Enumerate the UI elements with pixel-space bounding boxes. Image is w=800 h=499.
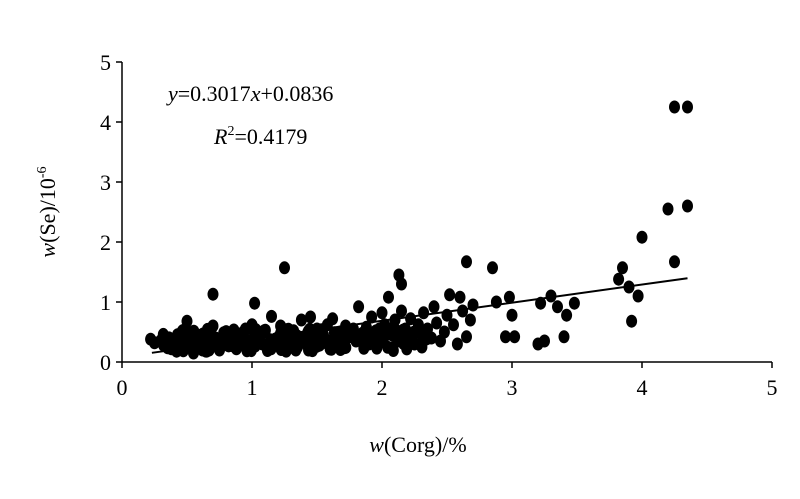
data-point <box>272 338 284 352</box>
data-point <box>490 295 502 309</box>
data-point <box>389 313 401 327</box>
equation-const: +0.0836 <box>260 81 333 106</box>
data-point <box>262 343 274 357</box>
data-point <box>292 340 303 354</box>
x-tick-label: 4 <box>637 375 648 400</box>
data-point <box>454 290 466 304</box>
y-ticks: 0 1 2 3 4 5 <box>100 50 122 375</box>
data-point <box>632 289 644 303</box>
x-tick-label: 1 <box>247 375 258 400</box>
data-point <box>461 330 472 344</box>
data-point <box>568 296 580 310</box>
data-point <box>539 334 550 348</box>
r-squared-annotation: R2=0.4179 <box>213 124 307 149</box>
y-tick-label: 2 <box>100 230 111 255</box>
data-point <box>438 325 450 339</box>
data-point <box>503 290 515 304</box>
r-squared-r: R <box>213 124 228 149</box>
equation-coef: =0.3017 <box>178 81 251 106</box>
x-axis-label: w(Corg)/% <box>369 432 466 457</box>
data-point <box>662 202 674 216</box>
data-point <box>376 332 388 346</box>
data-point <box>428 300 440 314</box>
data-point <box>509 330 521 344</box>
r-squared-value: =0.4179 <box>234 124 307 149</box>
data-point <box>396 304 407 318</box>
equation-x: x <box>250 81 261 106</box>
data-point <box>506 308 518 322</box>
y-axis-label: w(Se)/10-6 <box>35 166 60 257</box>
y-axis-label-rest: (Se)/10 <box>35 178 60 243</box>
data-point <box>207 287 219 301</box>
data-point <box>558 330 570 344</box>
data-point <box>457 304 469 318</box>
data-point <box>617 261 628 275</box>
x-axis-label-italic: w <box>369 432 384 457</box>
data-points <box>145 100 693 360</box>
equation-annotation: y=0.3017x+0.0836 <box>166 81 333 106</box>
trendline <box>151 277 688 354</box>
y-tick-label: 0 <box>100 350 111 375</box>
data-point <box>431 316 443 330</box>
data-point <box>552 300 563 314</box>
x-tick-label: 2 <box>377 375 388 400</box>
x-axis-label-rest: (Corg)/% <box>384 432 467 457</box>
data-point <box>275 319 287 333</box>
data-point <box>295 313 307 327</box>
data-point <box>487 261 498 275</box>
data-point <box>353 300 365 314</box>
x-tick-label: 0 <box>117 375 128 400</box>
data-point <box>613 272 625 286</box>
data-point <box>396 277 407 291</box>
data-point <box>448 318 459 332</box>
data-point <box>171 344 183 358</box>
data-point <box>279 261 290 275</box>
y-tick-label: 5 <box>100 50 111 75</box>
data-point <box>461 255 472 269</box>
data-point <box>387 344 399 358</box>
data-point <box>383 290 394 304</box>
y-tick-label: 4 <box>100 110 111 135</box>
data-point <box>246 340 258 354</box>
data-point <box>545 289 557 303</box>
data-point <box>376 306 388 320</box>
data-point <box>366 310 378 324</box>
data-point <box>409 337 420 351</box>
data-point <box>561 308 573 322</box>
data-point <box>425 331 437 345</box>
data-point <box>288 324 300 338</box>
x-ticks: 0 1 2 3 4 5 <box>117 362 778 400</box>
data-point <box>327 312 339 326</box>
data-point <box>636 230 648 244</box>
data-point <box>669 255 680 269</box>
data-point <box>314 338 326 352</box>
data-point <box>246 318 258 332</box>
data-point <box>464 313 476 327</box>
data-point <box>181 314 193 328</box>
data-point <box>500 330 511 344</box>
data-point <box>207 319 219 333</box>
data-point <box>249 296 261 310</box>
data-point <box>266 309 277 323</box>
data-point <box>682 199 693 213</box>
r-squared-sup: 2 <box>227 124 234 139</box>
data-point <box>682 100 693 114</box>
y-axis-label-italic: w <box>35 243 60 258</box>
y-tick-label: 1 <box>100 290 111 315</box>
data-point <box>669 100 680 114</box>
x-tick-label: 5 <box>767 375 778 400</box>
data-point <box>392 334 404 348</box>
data-point <box>418 306 430 320</box>
data-point <box>626 314 638 328</box>
data-point <box>451 337 463 351</box>
equation-y: y <box>166 81 178 106</box>
data-point <box>305 310 316 324</box>
x-tick-label: 3 <box>507 375 518 400</box>
data-point <box>259 325 271 339</box>
data-point <box>444 288 456 302</box>
y-tick-label: 3 <box>100 170 111 195</box>
y-axis-label-sup: -6 <box>35 166 50 178</box>
plot-area: 0 1 2 3 4 5 0 1 2 3 4 5 <box>100 50 778 400</box>
